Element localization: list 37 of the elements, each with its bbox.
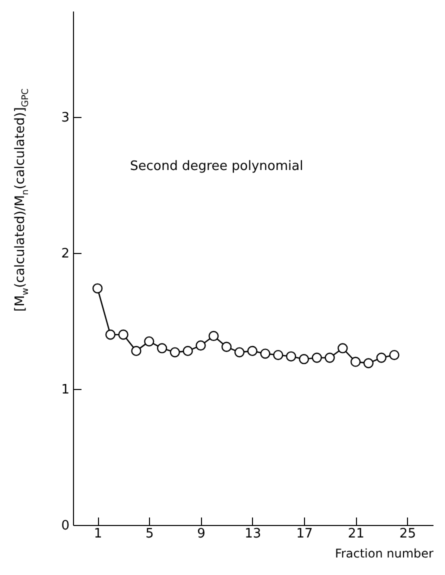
point xyxy=(182,346,193,356)
point xyxy=(221,342,232,352)
point xyxy=(389,350,400,360)
x-tick-label: 9 xyxy=(197,526,206,542)
x-tick-label: 21 xyxy=(348,526,364,542)
point xyxy=(350,356,361,367)
point xyxy=(144,336,154,346)
y-tick-label: 3 xyxy=(61,110,70,126)
point xyxy=(118,330,128,340)
point xyxy=(92,283,103,294)
point xyxy=(273,350,284,360)
point xyxy=(156,343,168,354)
point xyxy=(312,352,322,363)
y-tick-label: 2 xyxy=(61,246,70,262)
point xyxy=(286,351,296,362)
point xyxy=(260,348,270,359)
x-tick-label: 17 xyxy=(296,526,313,542)
point xyxy=(105,330,116,340)
x-axis-title: Fraction number xyxy=(334,546,434,560)
y-tick-label: 0 xyxy=(61,518,70,534)
x-tick-label: 13 xyxy=(244,526,262,542)
x-tick-label: 5 xyxy=(145,526,154,542)
point xyxy=(324,352,335,363)
point xyxy=(196,340,206,351)
point xyxy=(247,346,258,356)
point xyxy=(298,354,310,364)
point xyxy=(376,352,386,363)
annotation: Second degree polynomial xyxy=(130,159,304,174)
point xyxy=(131,346,142,356)
x-tick-label: 25 xyxy=(399,526,416,542)
point xyxy=(363,358,374,368)
point xyxy=(170,347,180,358)
point xyxy=(208,330,219,342)
x-tick-label: 1 xyxy=(94,526,102,542)
point xyxy=(234,347,245,358)
y-tick-label: 1 xyxy=(61,382,70,398)
point xyxy=(338,343,348,354)
